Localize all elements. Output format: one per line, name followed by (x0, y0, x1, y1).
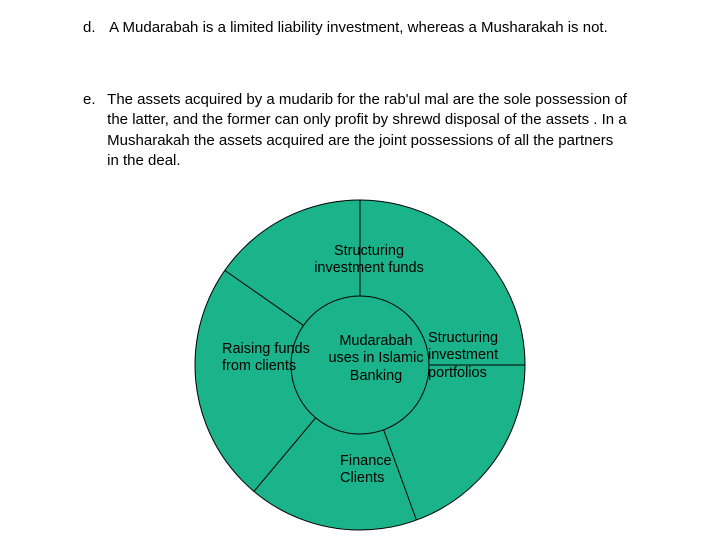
mudarabah-diagram: Structuring investment funds Structuring… (190, 195, 530, 535)
list-body-e: The assets acquired by a mudarib for the… (107, 90, 627, 171)
center-label: Mudarabah uses in Islamic Banking (326, 333, 426, 385)
list-item-d: d. A Mudarabah is a limited liability in… (83, 18, 643, 38)
list-marker-e: e. (83, 90, 103, 110)
list-marker-d: d. (83, 18, 105, 38)
list-body-d: A Mudarabah is a limited liability inves… (109, 18, 629, 38)
segment-label-left: Raising funds from clients (222, 341, 312, 376)
segment-label-right: Structuring investment portfolios (428, 330, 523, 382)
list-item-e: e. The assets acquired by a mudarib for … (83, 90, 643, 171)
segment-label-bottom: Finance Clients (340, 453, 420, 488)
segment-label-top: Structuring investment funds (304, 243, 434, 278)
